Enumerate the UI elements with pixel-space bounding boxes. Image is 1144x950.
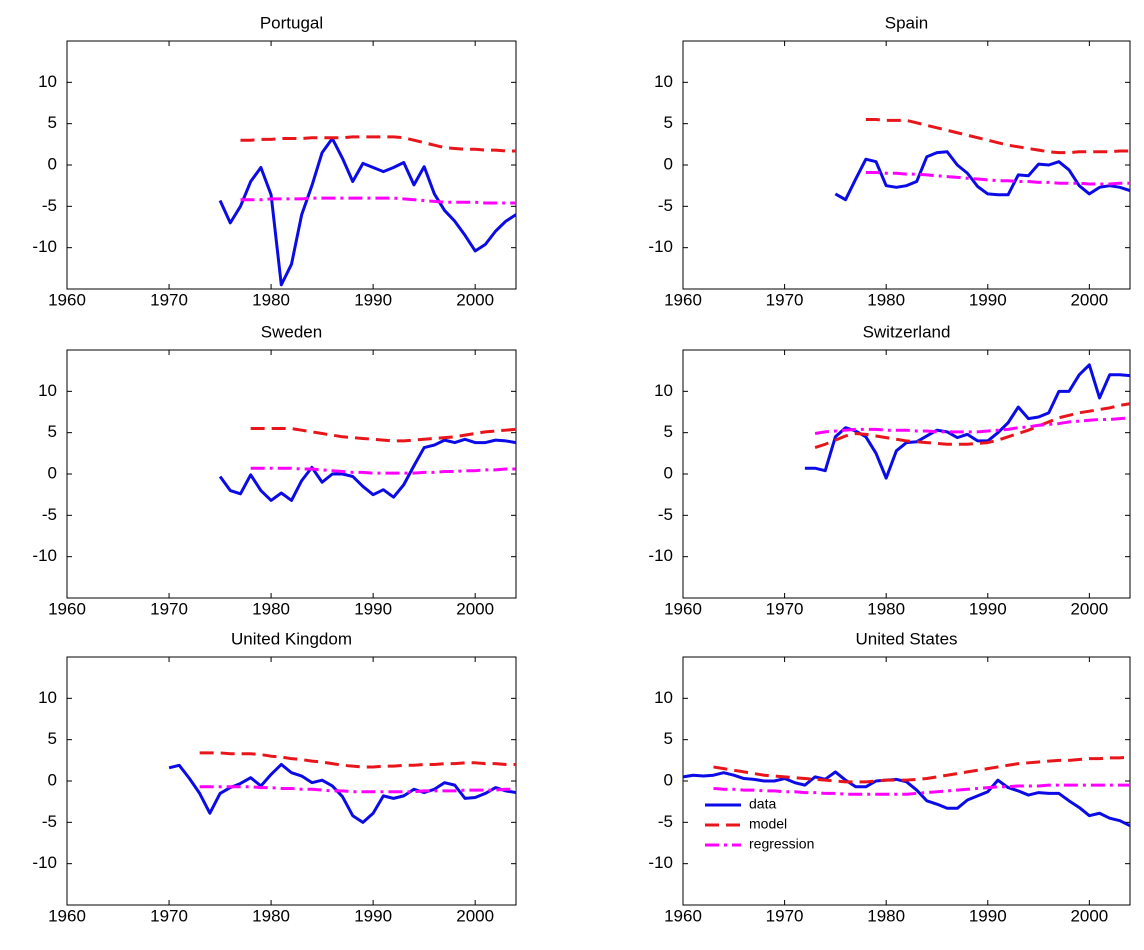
y-tick-label: 0 [664, 154, 673, 173]
panel: Switzerland -10 -5 0 5 10 1960 1970 1980 1990 2000 [648, 322, 1131, 618]
y-tick-label: 10 [38, 72, 57, 91]
y-tick-label: 10 [38, 381, 57, 400]
x-tick-label: 2000 [456, 906, 494, 925]
x-tick-label: 1990 [969, 290, 1007, 309]
x-tick-label: 1990 [354, 290, 392, 309]
y-tick-label: -10 [32, 546, 57, 565]
y-tick-label: -5 [42, 505, 57, 524]
x-tick-label: 1980 [867, 599, 905, 618]
x-tick-label: 1960 [664, 290, 702, 309]
y-tick-label: 10 [654, 688, 673, 707]
y-tick-label: 5 [48, 729, 57, 748]
panel: United States -10 -5 0 5 10 1960 1970 1980 1990 20… [648, 629, 1131, 925]
y-tick-label: 10 [654, 72, 673, 91]
plot-frame [682, 349, 1131, 599]
series-line [834, 150, 1130, 202]
panel: Spain -10 -5 0 5 10 1960 1970 1980 1990 2000 [648, 13, 1131, 309]
x-tick-label: 2000 [1070, 906, 1108, 925]
x-tick-label: 1990 [354, 599, 392, 618]
x-tick-label: 2000 [1070, 290, 1108, 309]
panel-title: Switzerland [863, 322, 951, 341]
series-line [865, 170, 1130, 186]
legend-label: regression [749, 836, 814, 852]
x-tick-label: 1990 [354, 906, 392, 925]
series-line [814, 402, 1130, 449]
series-line [250, 466, 516, 475]
x-tick-label: 1960 [48, 290, 86, 309]
y-tick-label: 5 [664, 422, 673, 441]
y-tick-label: -5 [658, 196, 673, 215]
series-line [199, 785, 516, 794]
y-tick-label: -5 [658, 812, 673, 831]
series-line [804, 363, 1130, 480]
x-tick-label: 1960 [664, 906, 702, 925]
y-tick-label: -10 [32, 853, 57, 872]
panel: United Kingdom -10 -5 0 5 10 1960 1970 1980 1990 2… [32, 629, 517, 925]
y-tick-label: 10 [654, 381, 673, 400]
y-tick-label: 0 [48, 154, 57, 173]
panel-title: United Kingdom [231, 629, 352, 648]
x-tick-label: 2000 [456, 599, 494, 618]
panel-title: Spain [885, 13, 928, 32]
y-tick-label: -5 [42, 812, 57, 831]
x-tick-label: 2000 [456, 290, 494, 309]
y-tick-label: 0 [48, 770, 57, 789]
x-tick-label: 1970 [150, 906, 188, 925]
x-tick-label: 1980 [867, 906, 905, 925]
y-tick-label: -10 [32, 237, 57, 256]
y-tick-label: -5 [658, 505, 673, 524]
x-tick-label: 1960 [664, 599, 702, 618]
series-line [814, 416, 1130, 435]
x-tick-label: 1970 [766, 599, 804, 618]
legend-label: model [749, 816, 787, 832]
series-line [250, 427, 516, 443]
x-tick-label: 1980 [252, 906, 290, 925]
x-tick-label: 1980 [252, 290, 290, 309]
series-line [218, 437, 516, 502]
x-tick-label: 1970 [150, 599, 188, 618]
series-line [240, 196, 516, 205]
y-tick-label: 0 [664, 463, 673, 482]
y-tick-label: 10 [38, 688, 57, 707]
series-line [713, 755, 1130, 784]
x-tick-label: 1990 [969, 906, 1007, 925]
x-tick-label: 1990 [969, 599, 1007, 618]
y-tick-label: 5 [48, 113, 57, 132]
y-tick-label: -10 [648, 237, 673, 256]
panel-title: Portugal [260, 13, 323, 32]
x-tick-label: 1970 [766, 290, 804, 309]
series-line [865, 118, 1130, 155]
x-tick-label: 1960 [48, 906, 86, 925]
panel-title: United States [855, 629, 957, 648]
y-tick-label: 5 [48, 422, 57, 441]
y-tick-label: -5 [42, 196, 57, 215]
x-tick-label: 1980 [252, 599, 290, 618]
x-tick-label: 1960 [48, 599, 86, 618]
y-tick-label: 5 [664, 729, 673, 748]
x-tick-label: 1970 [150, 290, 188, 309]
y-tick-label: 0 [664, 770, 673, 789]
plot-frame [66, 656, 517, 906]
series-line [240, 135, 516, 153]
series-line [713, 783, 1130, 796]
y-tick-label: -10 [648, 853, 673, 872]
plot-frame [66, 40, 517, 290]
y-tick-label: -10 [648, 546, 673, 565]
x-tick-label: 1980 [867, 290, 905, 309]
plot-frame [66, 349, 517, 599]
y-tick-label: 0 [48, 463, 57, 482]
series-line [218, 137, 516, 287]
series-line [683, 770, 1130, 827]
panel-title: Sweden [261, 322, 322, 341]
panel: Sweden -10 -5 0 5 10 1960 1970 1980 1990 2000 [32, 322, 517, 618]
legend-label: data [749, 796, 776, 812]
panel: Portugal -10 -5 0 5 10 1960 1970 1980 1990 2000 [32, 13, 517, 309]
y-tick-label: 5 [664, 113, 673, 132]
x-tick-label: 1970 [766, 906, 804, 925]
series-line [168, 762, 516, 824]
series-line [199, 751, 516, 769]
x-tick-label: 2000 [1070, 599, 1108, 618]
